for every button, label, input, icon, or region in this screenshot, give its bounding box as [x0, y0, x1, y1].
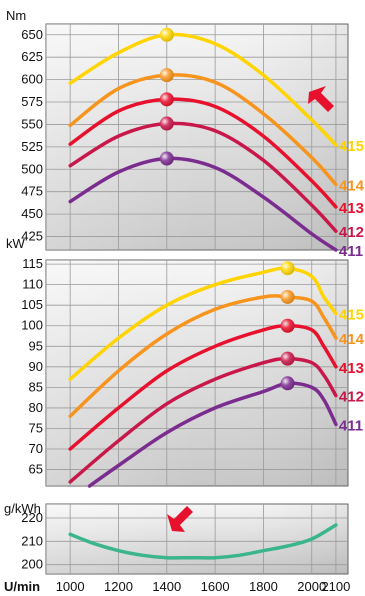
y-tick-label: 75: [29, 420, 43, 435]
peak-marker-highlight: [280, 376, 295, 391]
y-tick-label: 525: [21, 139, 43, 154]
series-label-415: 415: [339, 138, 364, 155]
fuel-curves: [68, 523, 338, 560]
x-tick-label: 1800: [249, 579, 278, 594]
y-tick-label: 70: [29, 441, 43, 456]
fuel-plot-shade: [46, 504, 348, 574]
power-gridlines: [46, 260, 348, 486]
series-line-411: [87, 381, 338, 488]
series-line-414: [68, 294, 338, 418]
series-label-411: 411: [339, 417, 363, 434]
series-line-414: [68, 73, 338, 187]
x-tick-label: 2000: [297, 579, 326, 594]
fuel-gridlines: [46, 504, 348, 574]
series-label-414: 414: [339, 331, 365, 348]
x-tick-label: 2100: [321, 579, 350, 594]
series-label-413: 413: [339, 200, 364, 217]
power-plot-shade: [46, 260, 348, 486]
power-curves: [68, 261, 338, 488]
y-tick-label: 600: [21, 72, 43, 87]
series-label-415: 415: [339, 306, 364, 323]
y-tick-label: 500: [21, 161, 43, 176]
y-tick-label: 90: [29, 359, 43, 374]
fuel-unit-label: g/kWh: [4, 501, 41, 516]
peak-marker-highlight: [159, 151, 174, 166]
peak-marker-highlight: [159, 27, 174, 42]
y-tick-label: 85: [29, 379, 43, 394]
y-tick-label: 625: [21, 49, 43, 64]
x-tick-label: 1400: [152, 579, 181, 594]
x-axis-label: U/min: [4, 579, 40, 594]
series-line-415: [68, 32, 338, 147]
y-tick-label: 425: [21, 229, 43, 244]
y-tick-label: 475: [21, 184, 43, 199]
y-tick-label: 95: [29, 338, 43, 353]
series-label-411: 411: [339, 243, 363, 260]
y-tick-label: 450: [21, 206, 43, 221]
y-tick-label: 210: [21, 533, 43, 548]
torque-increase-arrow-icon: [308, 86, 334, 112]
series-line-412: [68, 356, 338, 484]
y-tick-label: 110: [22, 277, 43, 292]
torque-unit-label: Nm: [6, 8, 26, 23]
series-label-413: 413: [339, 360, 364, 377]
torque-y-ticks: 425 450 475 500 525 550 575 600 625 650: [21, 27, 43, 244]
power-unit-label: kW: [6, 236, 26, 251]
x-tick-label: 1600: [201, 579, 230, 594]
series-label-412: 412: [339, 224, 364, 241]
peak-marker-highlight: [280, 318, 295, 333]
peak-marker-highlight: [280, 351, 295, 366]
series-line-fuel: [68, 523, 338, 560]
x-tick-label: 1000: [56, 579, 85, 594]
torque-panel: Nm 425 450 475 500 525 550 575 600 625 650 415 414…: [6, 8, 365, 260]
y-tick-label: 100: [21, 318, 43, 333]
fuel-decrease-arrow-icon: [167, 506, 193, 532]
y-tick-label: 220: [21, 510, 43, 525]
series-line-413: [68, 97, 338, 209]
peak-marker-highlight: [159, 68, 174, 83]
series-label-414: 414: [339, 178, 365, 195]
peak-marker-highlight: [159, 92, 174, 107]
peak-marker-highlight: [280, 261, 295, 276]
series-line-412: [68, 121, 338, 233]
torque-plot-shade: [46, 24, 348, 250]
fuel-y-ticks: 200 210 220: [21, 510, 43, 572]
y-tick-label: 650: [21, 27, 43, 42]
power-series-labels: 415 414 413 412 411: [339, 306, 365, 434]
fuel-panel: g/kWh 200 210 220: [4, 501, 349, 575]
y-tick-label: 575: [21, 94, 43, 109]
y-tick-label: 80: [29, 400, 43, 415]
y-tick-label: 200: [21, 557, 43, 572]
series-line-411: [68, 156, 338, 252]
series-label-412: 412: [339, 389, 364, 406]
series-line-415: [68, 266, 338, 381]
y-tick-label: 105: [21, 297, 43, 312]
power-y-ticks: 65 70 75 80 85 90 95 100 105 110 115: [21, 256, 43, 476]
y-tick-label: 115: [22, 256, 43, 271]
torque-series-labels: 415 414 413 412 411: [339, 138, 365, 260]
peak-marker-highlight: [159, 116, 174, 131]
x-tick-label: 1200: [104, 579, 133, 594]
y-tick-label: 65: [29, 462, 43, 477]
series-line-413: [68, 323, 338, 451]
y-tick-label: 550: [21, 116, 43, 131]
peak-marker-highlight: [280, 289, 295, 304]
torque-curves: [68, 27, 338, 252]
